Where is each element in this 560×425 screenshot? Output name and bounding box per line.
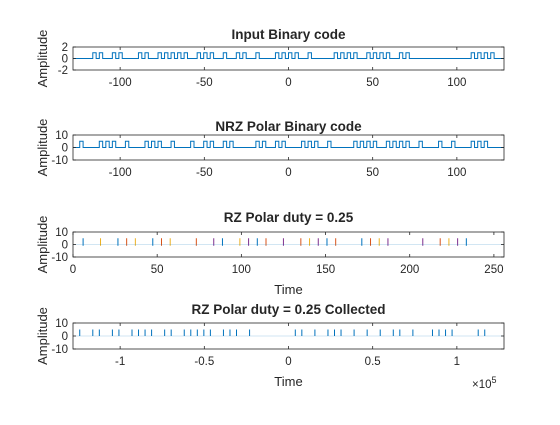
y-tick-label: -2 [58,65,68,77]
y-axis-label: Amplitude [35,119,50,177]
y-tick-label: 10 [55,130,68,142]
x-tick-label: 1 [454,356,460,368]
x-tick-label: 0 [285,167,291,179]
x-tick-label: -1 [115,356,125,368]
x-tick-label: 0 [285,77,291,89]
x-tick-label: -100 [109,77,132,89]
y-tick-label: 0 [62,331,68,343]
chart-title: NRZ Polar Binary code [215,119,362,134]
x-tick-label: 50 [366,77,379,89]
x-tick-label: -50 [196,167,213,179]
x-tick-label: 100 [447,167,466,179]
y-tick-label: 0 [62,143,68,155]
x-tick-label: -0.5 [194,356,214,368]
chart-title: RZ Polar duty = 0.25 [224,210,354,225]
x-tick-label: 50 [366,167,379,179]
chart-title: Input Binary code [231,27,346,42]
y-tick-label: 0 [62,54,68,66]
x-axis-label: Time [274,282,302,297]
y-tick-label: -10 [51,252,68,264]
x-exponent-power: 5 [492,375,497,385]
x-tick-label: 0.5 [365,356,381,368]
x-tick-label: 200 [400,264,419,276]
x-tick-label: -50 [196,77,213,89]
x-exponent-label: ×105 [472,375,497,391]
y-tick-label: -10 [51,155,68,167]
x-axis-label: Time [274,374,302,389]
x-tick-label: 150 [316,264,335,276]
y-axis-label: Amplitude [35,30,50,88]
x-tick-label: 250 [484,264,503,276]
x-tick-label: 0 [70,264,76,276]
y-tick-label: 2 [62,42,68,54]
y-axis-label: Amplitude [35,216,50,274]
x-tick-label: -100 [109,167,132,179]
y-tick-label: 10 [55,318,68,330]
y-tick-label: 0 [62,240,68,252]
chart-title: RZ Polar duty = 0.25 Collected [192,302,386,317]
y-tick-label: 10 [55,227,68,239]
x-tick-label: 100 [447,77,466,89]
x-tick-label: 50 [151,264,164,276]
x-tick-label: 0 [285,356,291,368]
y-tick-label: -10 [51,344,68,356]
y-axis-label: Amplitude [35,307,50,365]
x-tick-label: 100 [232,264,251,276]
